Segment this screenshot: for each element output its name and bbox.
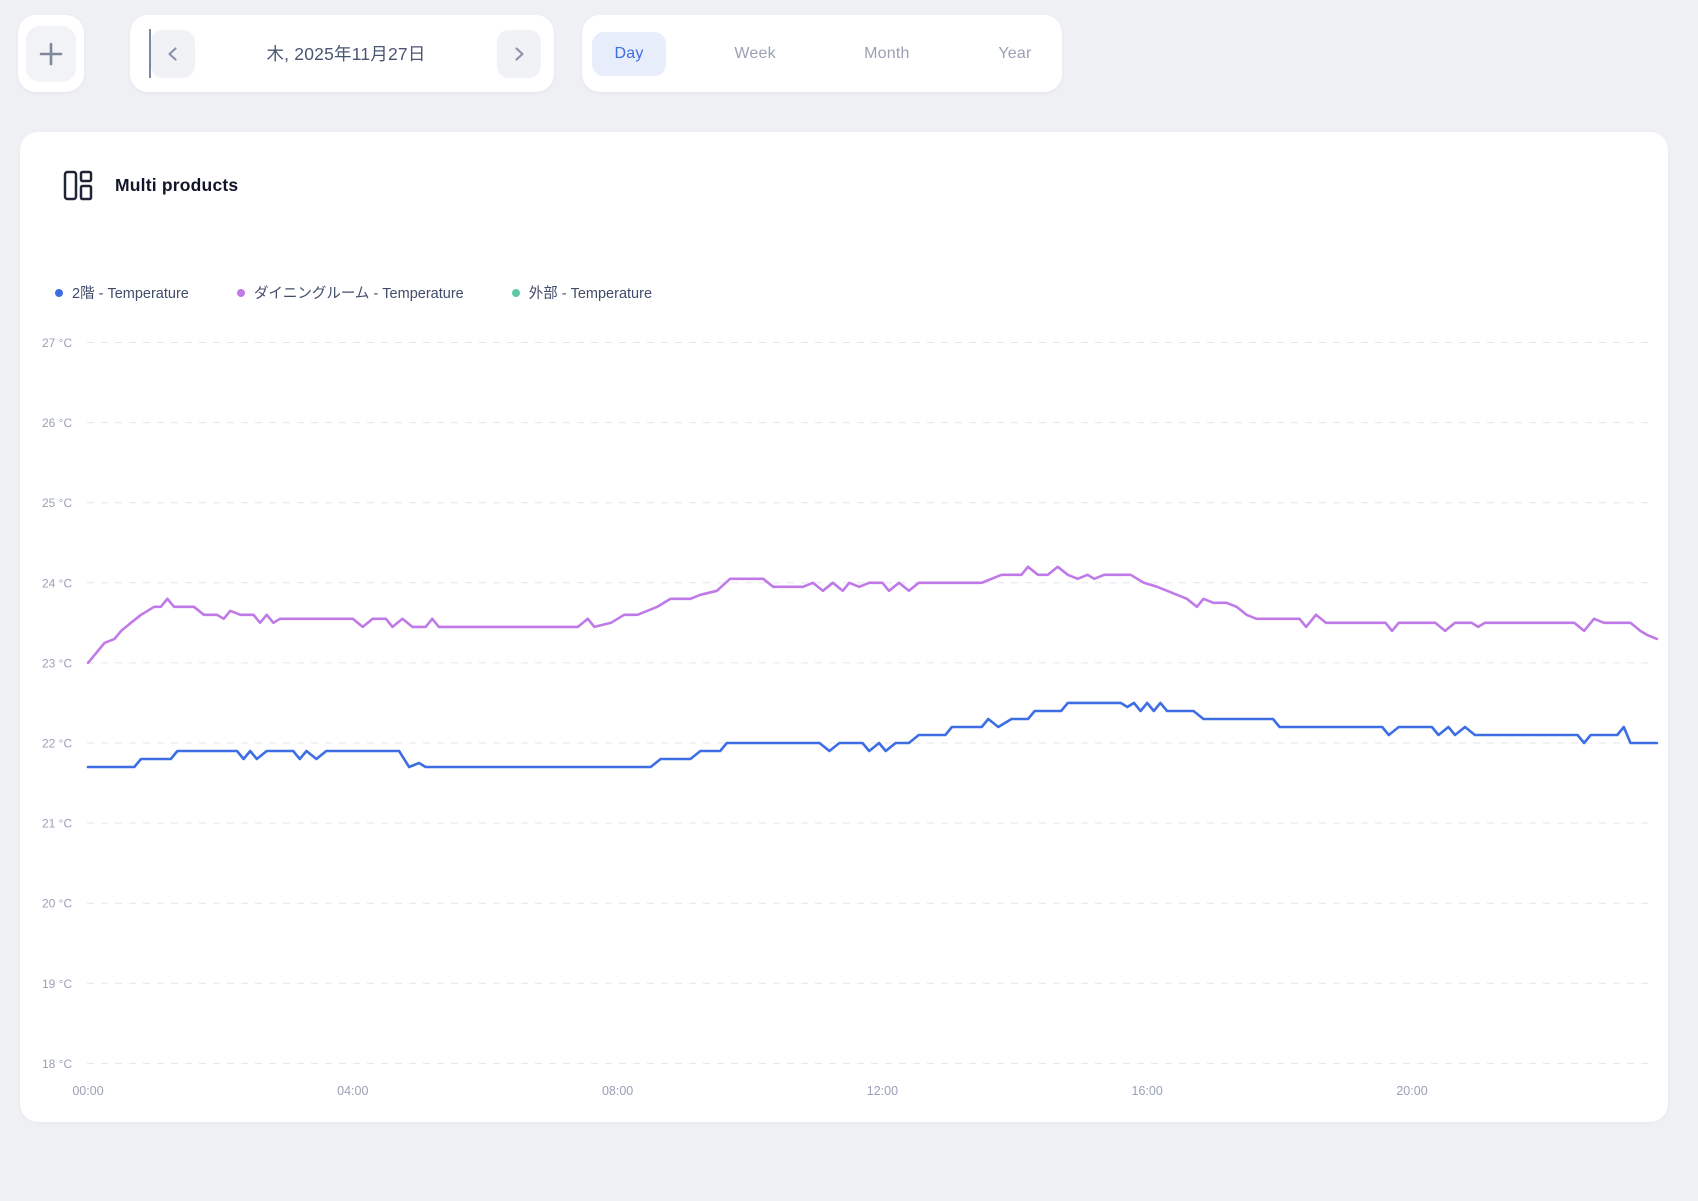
- svg-text:20 °C: 20 °C: [42, 897, 72, 911]
- svg-text:19 °C: 19 °C: [42, 977, 72, 991]
- svg-text:22 °C: 22 °C: [42, 737, 72, 751]
- tab-day[interactable]: Day: [592, 31, 666, 76]
- legend-dot: [236, 288, 245, 297]
- chevron-right-icon: [515, 46, 524, 61]
- multi-products-icon: [63, 170, 93, 201]
- add-button[interactable]: [26, 25, 76, 82]
- svg-text:12:00: 12:00: [867, 1084, 898, 1098]
- svg-text:04:00: 04:00: [337, 1084, 368, 1098]
- next-day-button[interactable]: [497, 29, 541, 78]
- svg-text:00:00: 00:00: [72, 1084, 103, 1098]
- card-title: Multi products: [115, 175, 239, 195]
- svg-text:23 °C: 23 °C: [42, 656, 72, 670]
- tab-week[interactable]: Week: [734, 44, 776, 62]
- date-navigator: 木, 2025年11月27日: [130, 15, 554, 92]
- tab-month[interactable]: Month: [864, 44, 910, 62]
- svg-text:24 °C: 24 °C: [42, 576, 72, 590]
- topbar: 木, 2025年11月27日 Day Week Month Year: [0, 0, 1698, 110]
- date-label[interactable]: 木, 2025年11月27日: [266, 44, 426, 64]
- range-tabs: Day Week Month Year: [582, 15, 1062, 92]
- chart-legend: 2階 - Temperature ダイニングルーム - Temperature …: [55, 282, 652, 303]
- svg-text:20:00: 20:00: [1396, 1084, 1427, 1098]
- temperature-chart: 27 °C 26 °C 25 °C 24 °C 23 °C 22 °C 21 °C 20 °C…: [42, 336, 1659, 1098]
- legend-item-dining-room-temperature[interactable]: ダイニングルーム - Temperature: [236, 282, 464, 303]
- svg-text:25 °C: 25 °C: [42, 496, 72, 510]
- svg-text:16:00: 16:00: [1132, 1084, 1163, 1098]
- svg-text:18 °C: 18 °C: [42, 1057, 72, 1071]
- svg-text:27 °C: 27 °C: [42, 336, 72, 350]
- svg-text:08:00: 08:00: [602, 1084, 633, 1098]
- legend-dot: [511, 288, 520, 297]
- previous-day-button[interactable]: [151, 29, 195, 78]
- legend-item-outdoor-temperature[interactable]: 外部 - Temperature: [511, 282, 653, 303]
- legend-dot: [55, 288, 63, 297]
- legend-label: 2階 - Temperature: [72, 286, 189, 302]
- svg-text:26 °C: 26 °C: [42, 416, 72, 430]
- legend-item-2f-temperature[interactable]: 2階 - Temperature: [55, 282, 189, 303]
- legend-label: ダイニングルーム - Temperature: [253, 286, 464, 302]
- add-widget-card: [18, 15, 84, 92]
- card-header: Multi products: [63, 170, 238, 201]
- multi-products-card: Multi products 2階 - Temperature ダイニングルーム…: [20, 132, 1668, 1122]
- legend-label: 外部 - Temperature: [528, 286, 653, 302]
- plus-icon: [39, 42, 63, 65]
- text-cursor: [149, 29, 151, 78]
- chevron-left-icon: [168, 46, 177, 61]
- tab-year[interactable]: Year: [998, 44, 1032, 62]
- svg-text:21 °C: 21 °C: [42, 817, 72, 831]
